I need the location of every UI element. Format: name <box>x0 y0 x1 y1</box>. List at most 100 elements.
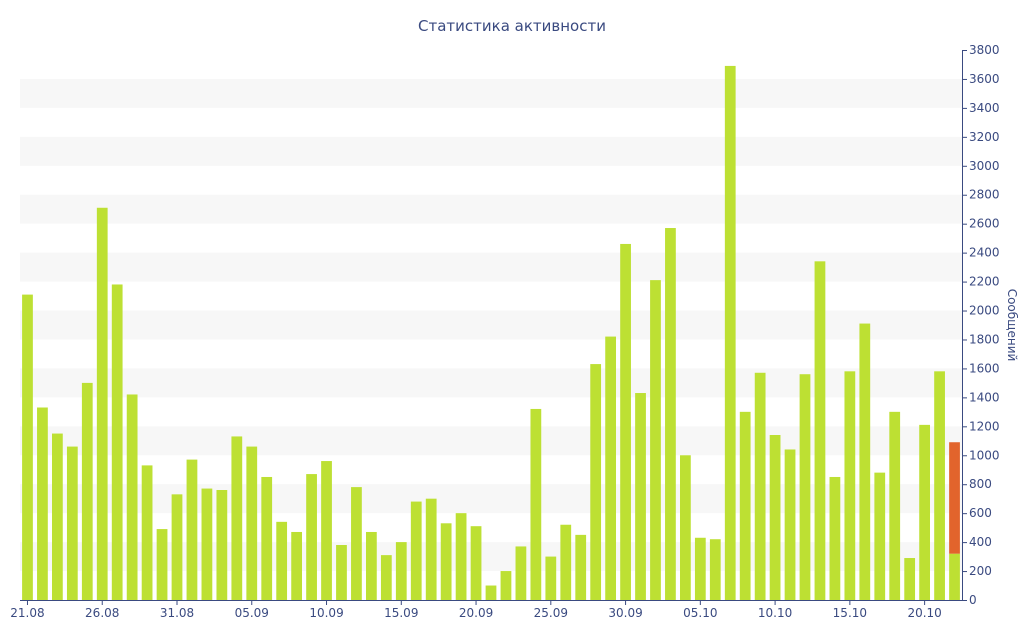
bar <box>201 488 213 600</box>
bar <box>96 207 108 600</box>
bar <box>754 372 766 600</box>
bar <box>694 537 706 600</box>
x-tick-label: 10.10 <box>758 606 792 620</box>
bar <box>380 555 392 600</box>
bar-today-highlight <box>949 442 960 554</box>
bar <box>141 465 153 600</box>
bar <box>246 446 258 600</box>
y-tick-label: 600 <box>969 506 992 520</box>
bar <box>321 461 332 600</box>
bar <box>829 476 841 600</box>
y-tick-label: 2200 <box>969 275 1000 289</box>
bar <box>709 539 721 600</box>
bar <box>306 474 317 600</box>
grid-band <box>20 136 962 166</box>
bar <box>410 501 422 600</box>
bar <box>126 394 138 600</box>
y-axis-label: Сообщений <box>1005 289 1019 362</box>
x-tick-label: 25.09 <box>534 606 568 620</box>
bar <box>365 531 377 600</box>
bar <box>66 446 78 600</box>
y-tick-label: 2400 <box>969 246 1000 260</box>
y-tick-label: 0 <box>969 593 977 607</box>
y-tick-label: 800 <box>969 477 992 491</box>
bar <box>37 407 48 600</box>
x-tick-label: 20.10 <box>907 606 941 620</box>
bar <box>814 261 826 600</box>
bar <box>934 371 945 600</box>
bar <box>336 545 347 600</box>
x-tick-label: 10.09 <box>309 606 343 620</box>
bar <box>635 393 646 600</box>
bar <box>904 558 916 600</box>
y-tick-label: 1000 <box>969 448 1000 462</box>
bar <box>575 534 587 600</box>
bar <box>665 228 676 601</box>
y-tick-label: 3000 <box>969 159 1000 173</box>
bar <box>261 476 273 600</box>
y-tick-label: 1200 <box>969 419 1000 433</box>
bar <box>889 411 901 600</box>
y-tick-label: 3800 <box>969 43 1000 57</box>
bar <box>605 336 617 600</box>
chart-title: Статистика активности <box>418 17 606 35</box>
y-tick-label: 200 <box>969 564 992 578</box>
bar <box>874 472 886 600</box>
x-tick-label: 30.09 <box>608 606 642 620</box>
bar <box>485 585 497 600</box>
bar <box>156 529 168 600</box>
bar <box>724 65 736 601</box>
bar <box>859 323 871 600</box>
y-tick-label: 3200 <box>969 130 1000 144</box>
bar <box>590 364 602 600</box>
x-tick-label: 15.09 <box>384 606 418 620</box>
bar <box>500 571 512 600</box>
bar <box>470 526 482 600</box>
x-tick-label: 31.08 <box>160 606 194 620</box>
bar <box>22 294 33 600</box>
bar <box>351 487 362 600</box>
bar <box>276 521 288 600</box>
bar <box>679 455 691 600</box>
bar <box>919 424 931 600</box>
bar-today-base <box>949 553 960 600</box>
bar <box>784 449 796 600</box>
x-tick-label: 26.08 <box>85 606 119 620</box>
bar <box>231 436 243 600</box>
bar <box>51 433 63 600</box>
grid-band <box>20 194 962 224</box>
bar <box>545 556 557 600</box>
y-tick-label: 400 <box>969 535 992 549</box>
bar <box>171 494 183 600</box>
x-tick-label: 05.09 <box>235 606 269 620</box>
bar <box>530 408 542 600</box>
x-tick-label: 05.10 <box>683 606 717 620</box>
bar <box>81 382 93 600</box>
bar <box>425 498 437 600</box>
bar <box>186 459 198 600</box>
y-tick-label: 1800 <box>969 332 1000 346</box>
bar <box>650 280 661 600</box>
bar <box>216 490 228 600</box>
y-tick-label: 2000 <box>969 304 1000 318</box>
bar <box>455 513 467 600</box>
y-tick-label: 3400 <box>969 101 1000 115</box>
y-tick-label: 3600 <box>969 72 1000 86</box>
bar <box>291 531 303 600</box>
grid-band <box>20 310 962 340</box>
bar <box>395 542 407 600</box>
ticks-group: 0 200 400 600 800 1000 1200 1400 1600 1800 2000 220… <box>10 43 999 620</box>
bar <box>844 371 856 600</box>
y-tick-label: 2800 <box>969 188 1000 202</box>
bar <box>515 546 527 600</box>
bars-group <box>22 65 960 601</box>
bar <box>111 284 123 600</box>
y-tick-label: 2600 <box>969 217 1000 231</box>
grid-band <box>20 78 962 108</box>
bar <box>620 243 631 600</box>
grid-band <box>20 252 962 282</box>
y-tick-label: 1600 <box>969 361 1000 375</box>
bar <box>769 435 781 600</box>
